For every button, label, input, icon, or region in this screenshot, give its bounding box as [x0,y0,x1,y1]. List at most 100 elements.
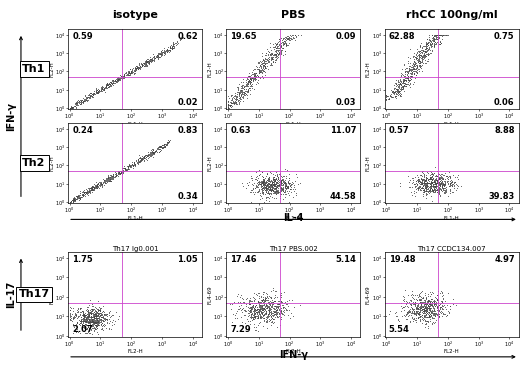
Point [66,317,74,322]
Point [276,37,285,43]
Point [247,314,255,320]
Point [71,197,80,203]
Point [91,314,100,320]
Point [269,188,278,194]
Point [421,185,430,191]
Point [261,56,269,62]
Point [237,91,245,97]
Point [88,315,96,321]
Point [433,187,442,193]
Point [410,311,419,317]
Point [269,52,277,58]
Point [255,67,264,73]
Point [432,299,440,305]
Point [403,68,411,74]
Point [250,314,259,320]
Point [274,183,282,189]
Point [86,310,94,316]
Point [430,300,439,306]
Point [427,312,435,318]
Point [446,182,454,188]
Point [66,304,74,310]
Point [271,303,279,309]
Point [402,81,410,86]
Point [251,306,259,312]
Point [149,149,157,155]
Point [421,40,430,46]
Point [85,316,94,322]
Point [422,307,430,313]
Point [265,304,274,310]
Point [142,61,150,67]
Point [414,176,423,182]
Point [85,318,94,324]
Point [423,180,432,186]
Point [88,183,96,189]
Point [275,182,283,187]
Point [163,47,171,53]
Point [93,310,101,316]
Point [249,290,258,296]
Point [85,92,94,98]
Point [430,41,439,47]
Point [259,63,267,68]
Point [80,313,88,319]
X-axis label: FL1-H: FL1-H [444,216,460,221]
Point [272,311,280,317]
Point [428,321,436,326]
Point [85,325,93,331]
Point [417,176,425,182]
Point [118,75,127,81]
Point [284,42,292,48]
Point [263,303,271,309]
Point [278,52,287,57]
Point [408,306,417,312]
Point [259,60,267,66]
Point [268,187,276,193]
Point [282,185,290,191]
Point [417,305,425,311]
Point [410,310,419,316]
Point [250,314,259,320]
Point [409,307,418,313]
Point [382,97,390,103]
Point [132,157,140,163]
Point [252,182,260,187]
Point [242,92,250,97]
Point [97,321,106,327]
Point [95,317,104,323]
Point [400,87,408,93]
Point [278,299,287,305]
Point [248,306,256,311]
Point [115,169,123,175]
Point [272,305,280,310]
Point [289,194,298,200]
Point [428,299,436,305]
Point [97,320,106,326]
Point [240,312,248,318]
Point [423,304,431,310]
Point [424,307,433,313]
Point [91,326,100,332]
Point [427,298,435,304]
Point [442,173,450,179]
Point [266,300,274,306]
Point [249,78,257,84]
Point [412,306,420,311]
Point [119,75,128,81]
Point [254,80,262,86]
Point [249,73,258,79]
Point [440,190,449,196]
Point [428,186,436,192]
Point [255,67,264,73]
Point [71,311,79,317]
Point [281,38,289,44]
Point [267,300,275,306]
Point [83,326,92,332]
Point [418,180,426,186]
Point [269,187,277,193]
Point [292,193,301,198]
Point [407,74,415,80]
Point [92,183,101,189]
Point [161,143,169,149]
